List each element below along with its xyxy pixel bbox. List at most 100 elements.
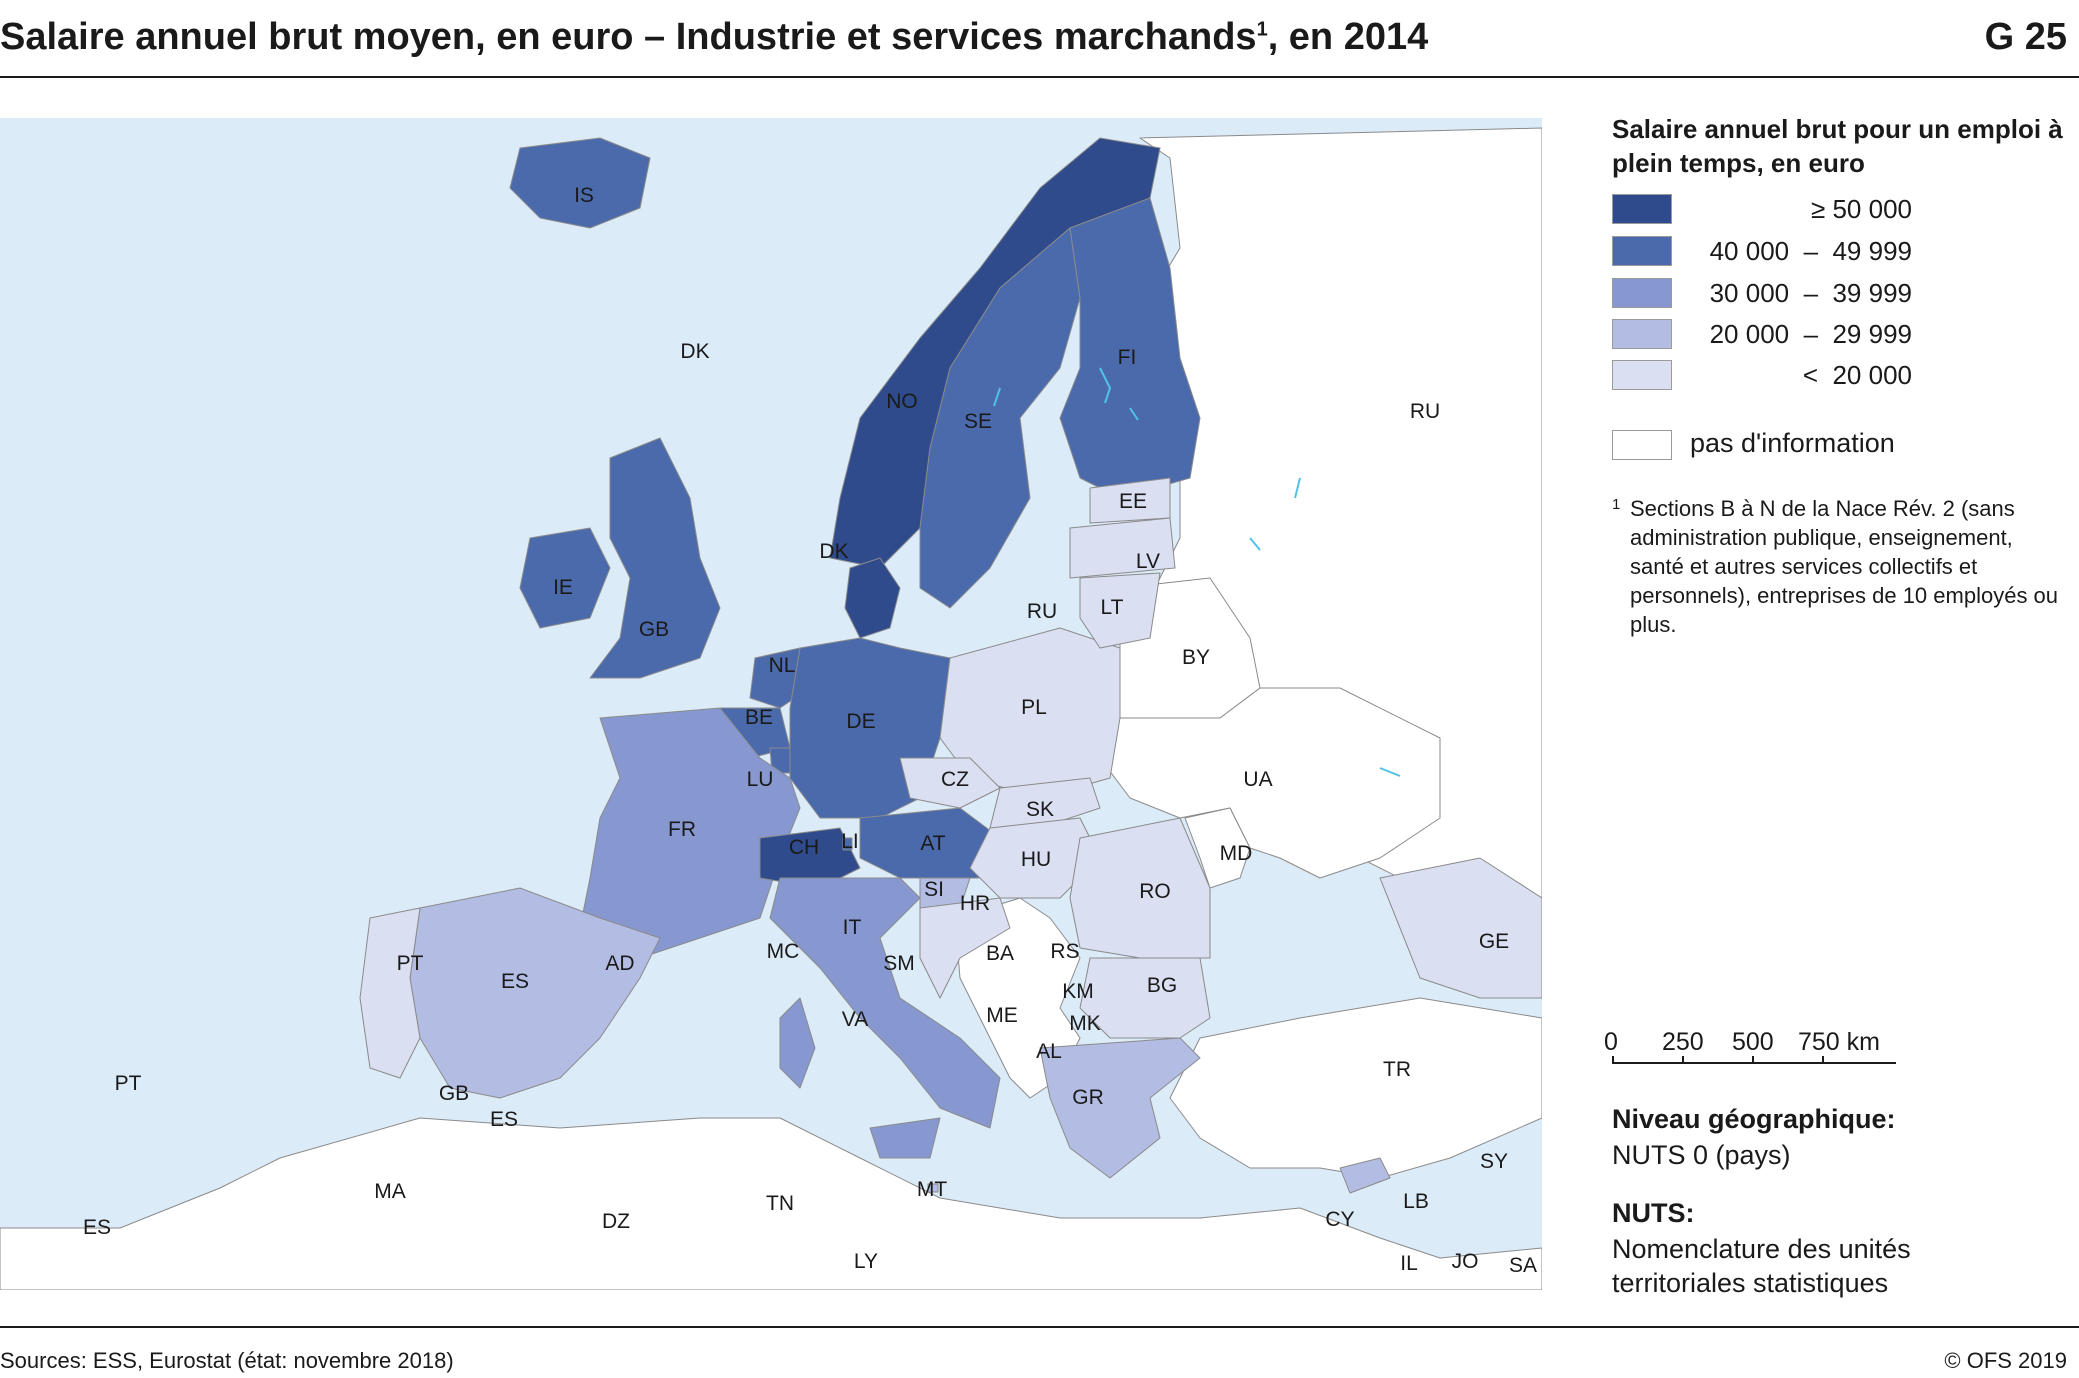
country-FR [579, 707, 801, 959]
country-label-CY: CY [1325, 1208, 1354, 1231]
footnote-text: Sections B à N de la Nace Rév. 2 (sans a… [1630, 496, 2059, 637]
country-IE [519, 527, 611, 629]
scale-tick [1612, 1056, 1614, 1064]
land-ukraine [1099, 687, 1441, 879]
legend-swatch-c1 [1612, 360, 1672, 390]
country-label-SI: SI [924, 878, 944, 901]
footnote-mark: 1 [1612, 496, 1621, 513]
country-label-IS: IS [574, 184, 594, 207]
country-label-IE: IE [553, 576, 573, 599]
country-label-SM: SM [883, 952, 915, 975]
legend-label-c2: 20 000 – 29 999 [1709, 319, 1912, 349]
country-SE [919, 227, 1081, 609]
country-label-NL: NL [769, 654, 796, 677]
country-label-RU: RU [1027, 600, 1057, 623]
footer-rule [0, 1326, 2079, 1328]
country-LI [842, 837, 853, 851]
country-label-SK: SK [1026, 798, 1054, 821]
country-label-SA: SA [1509, 1254, 1537, 1277]
figure-number: G 25 [1984, 16, 2067, 58]
country-MT [927, 1183, 939, 1193]
country-label-LU: LU [747, 768, 774, 791]
country-label-CH: CH [789, 836, 819, 859]
country-label-AL: AL [1036, 1040, 1062, 1063]
country-DK [844, 557, 901, 639]
country-label-KM: KM [1062, 980, 1094, 1003]
country-SK [989, 777, 1101, 829]
country-PT [359, 907, 421, 1079]
country-label-GR: GR [1072, 1086, 1104, 1109]
legend-label-c3: 30 000 – 39 999 [1709, 278, 1912, 308]
country-IT-sicily [869, 1117, 941, 1159]
chart-title: Salaire annuel brut moyen, en euro – Ind… [0, 16, 1429, 58]
inland-water [993, 367, 1401, 777]
country-label-FI: FI [1118, 346, 1137, 369]
country-label-DK: DK [819, 540, 848, 563]
country-label-BA: BA [986, 942, 1014, 965]
country-label-IL: IL [1400, 1252, 1418, 1275]
country-CZ [899, 757, 1001, 809]
country-label-EE: EE [1119, 490, 1147, 513]
country-label-DE: DE [846, 710, 875, 733]
country-label-BE: BE [745, 706, 773, 729]
country-label-FR: FR [668, 818, 696, 841]
country-label-NO: NO [886, 390, 918, 413]
land-moldova [1184, 807, 1251, 889]
scale-label-0: 0 [1604, 1028, 1618, 1056]
country-label-MA: MA [374, 1180, 406, 1203]
country-label-LI: LI [841, 830, 859, 853]
country-label-LV: LV [1136, 550, 1160, 573]
country-label-LY: LY [854, 1250, 878, 1273]
country-label-IT: IT [843, 916, 862, 939]
geo-level-heading: Niveau géographique: [1612, 1104, 1896, 1134]
country-label-AT: AT [920, 832, 945, 855]
country-label-ES: ES [501, 970, 529, 993]
scale-line [1612, 1062, 1896, 1064]
country-label-PL: PL [1021, 696, 1047, 719]
land-georgia [1379, 857, 1542, 999]
legend-label-c4: 40 000 – 49 999 [1709, 236, 1912, 266]
country-label-RU: RU [1410, 400, 1440, 423]
country-label-SY: SY [1480, 1150, 1508, 1173]
country-label-PT: PT [397, 952, 424, 975]
country-HU [969, 817, 1101, 899]
country-label-HR: HR [960, 892, 990, 915]
nuts-definition: Nomenclature des unités territoriales st… [1612, 1234, 1911, 1298]
country-IS [509, 137, 651, 229]
country-label-DZ: DZ [602, 1210, 630, 1233]
scale-label-500: 500 [1732, 1028, 1774, 1056]
legend-swatch-no-info [1612, 430, 1672, 460]
country-label-ES: ES [83, 1216, 111, 1239]
legend-row-c4: 40 000 – 49 999 [1612, 236, 1912, 268]
legend-row-c2: 20 000 – 29 999 [1612, 319, 1912, 351]
scale-tick [1682, 1056, 1684, 1064]
legend-row-c3: 30 000 – 39 999 [1612, 278, 1912, 310]
legend-title: Salaire annuel brut pour un emploi à ple… [1612, 114, 2063, 178]
country-IT [769, 877, 1001, 1129]
country-label-GB: GB [639, 618, 669, 641]
country-label-MD: MD [1220, 842, 1253, 865]
country-label-DK: DK [680, 340, 709, 363]
country-LT [1079, 572, 1161, 649]
nuts-heading: NUTS: [1612, 1198, 1695, 1228]
land-north-africa [0, 1117, 1542, 1290]
legend-row-c5: ≥ 50 000 [1612, 194, 1912, 226]
legend-no-info-label: pas d'information [1690, 428, 1895, 458]
country-label-TN: TN [766, 1192, 794, 1215]
country-label-MT: MT [917, 1178, 947, 1201]
country-label-GB: GB [439, 1082, 469, 1105]
country-label-UA: UA [1243, 768, 1272, 791]
sources-note: Sources: ESS, Eurostat (état: novembre 2… [0, 1348, 454, 1373]
copyright: © OFS 2019 [1944, 1348, 2067, 1373]
country-label-BY: BY [1182, 646, 1210, 669]
country-label-RS: RS [1050, 940, 1079, 963]
country-label-LT: LT [1101, 596, 1124, 619]
country-label-ES: ES [490, 1108, 518, 1131]
legend-label-c1: < 20 000 [1802, 360, 1912, 390]
country-label-GE: GE [1479, 930, 1509, 953]
country-label-PT: PT [115, 1072, 142, 1095]
country-label-VA: VA [842, 1008, 868, 1031]
geo-level-value: NUTS 0 (pays) [1612, 1140, 1791, 1170]
choropleth-map: IS DK NO SE FI RU EE LV LT RU DK IE GB NL BE DE PL BY LU CZ… [0, 118, 1542, 1290]
country-label-CZ: CZ [941, 768, 969, 791]
